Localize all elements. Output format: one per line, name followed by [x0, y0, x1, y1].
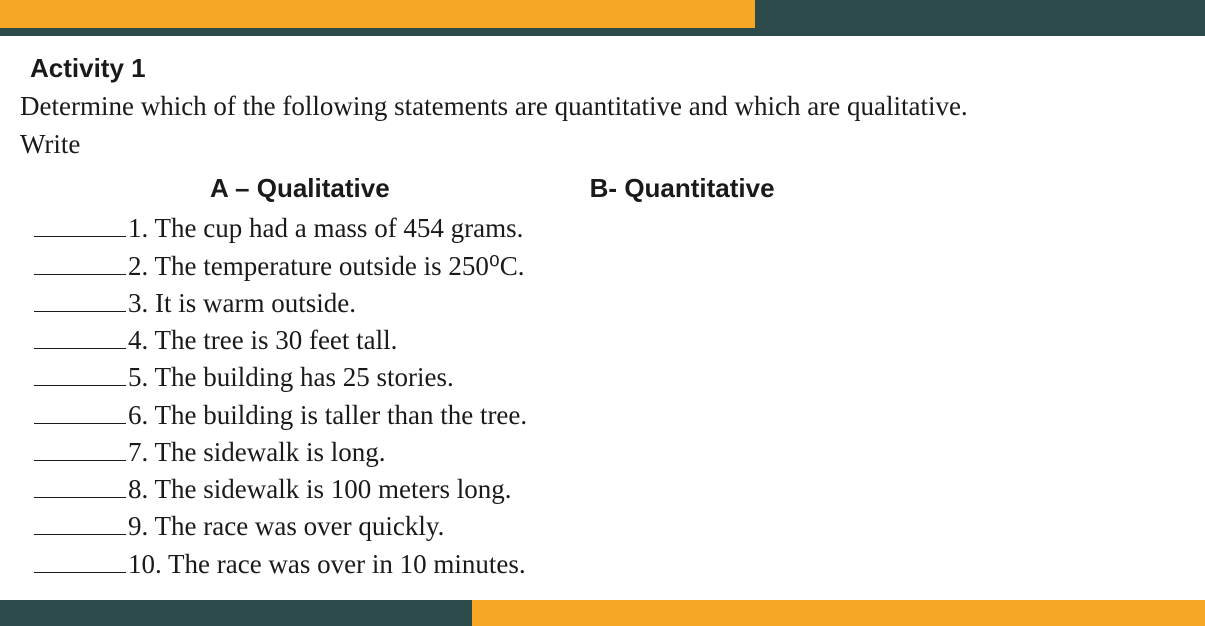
question-row: 5. The building has 25 stories. [34, 359, 1185, 396]
answer-blank[interactable] [34, 285, 126, 312]
answer-blank[interactable] [34, 434, 126, 461]
bottom-accent-bar [0, 600, 1205, 626]
question-row: 7. The sidewalk is long. [34, 434, 1185, 471]
question-row: 6. The building is taller than the tree. [34, 397, 1185, 434]
answer-blank[interactable] [34, 248, 126, 275]
question-row: 2. The temperature outside is 250⁰C. [34, 248, 1185, 285]
instructions-line-2: Write [20, 129, 80, 159]
answer-blank[interactable] [34, 359, 126, 386]
top-bar-teal [755, 0, 1205, 28]
question-text: 3. It is warm outside. [128, 285, 356, 322]
answer-blank[interactable] [34, 471, 126, 498]
answer-blank[interactable] [34, 397, 126, 424]
answer-blank[interactable] [34, 322, 126, 349]
thin-teal-bar [0, 28, 1205, 36]
question-text: 6. The building is taller than the tree. [128, 397, 527, 434]
answer-blank[interactable] [34, 210, 126, 237]
instructions-line-1: Determine which of the following stateme… [20, 91, 968, 121]
question-text: 4. The tree is 30 feet tall. [128, 322, 397, 359]
question-row: 8. The sidewalk is 100 meters long. [34, 471, 1185, 508]
question-text: 8. The sidewalk is 100 meters long. [128, 471, 511, 508]
question-text: 9. The race was over quickly. [128, 508, 444, 545]
question-row: 4. The tree is 30 feet tall. [34, 322, 1185, 359]
question-row: 3. It is warm outside. [34, 285, 1185, 322]
question-row: 1. The cup had a mass of 454 grams. [34, 210, 1185, 247]
choice-b-label: B- Quantitative [590, 170, 775, 206]
question-row: 9. The race was over quickly. [34, 508, 1185, 545]
question-text: 7. The sidewalk is long. [128, 434, 385, 471]
instructions: Determine which of the following stateme… [20, 88, 1185, 164]
activity-title: Activity 1 [30, 50, 1185, 86]
answer-blank[interactable] [34, 508, 126, 535]
top-bar-orange [0, 0, 755, 28]
question-list: 1. The cup had a mass of 454 grams. 2. T… [20, 210, 1185, 583]
question-text: 2. The temperature outside is 250⁰C. [128, 248, 525, 285]
top-accent-bar [0, 0, 1205, 28]
choice-a-label: A – Qualitative [210, 170, 390, 206]
question-text: 10. The race was over in 10 minutes. [128, 546, 526, 583]
bottom-bar-teal [0, 600, 472, 626]
worksheet-content: Activity 1 Determine which of the follow… [0, 36, 1205, 583]
question-text: 5. The building has 25 stories. [128, 359, 454, 396]
question-text: 1. The cup had a mass of 454 grams. [128, 210, 523, 247]
answer-choices: A – Qualitative B- Quantitative [210, 170, 1185, 206]
question-row: 10. The race was over in 10 minutes. [34, 546, 1185, 583]
bottom-bar-orange [472, 600, 1205, 626]
answer-blank[interactable] [34, 546, 126, 573]
